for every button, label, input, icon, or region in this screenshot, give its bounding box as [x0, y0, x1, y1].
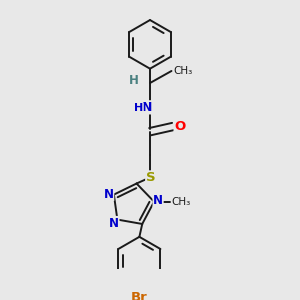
- Text: N: N: [153, 194, 163, 207]
- Text: O: O: [174, 120, 185, 133]
- Text: N: N: [141, 101, 152, 114]
- Text: H: H: [129, 74, 139, 87]
- Text: N: N: [109, 217, 119, 230]
- Text: N: N: [104, 188, 114, 200]
- Text: CH₃: CH₃: [171, 197, 190, 207]
- Text: H: H: [134, 103, 143, 113]
- Text: Br: Br: [131, 291, 148, 300]
- Text: S: S: [146, 171, 155, 184]
- Text: CH₃: CH₃: [173, 66, 192, 76]
